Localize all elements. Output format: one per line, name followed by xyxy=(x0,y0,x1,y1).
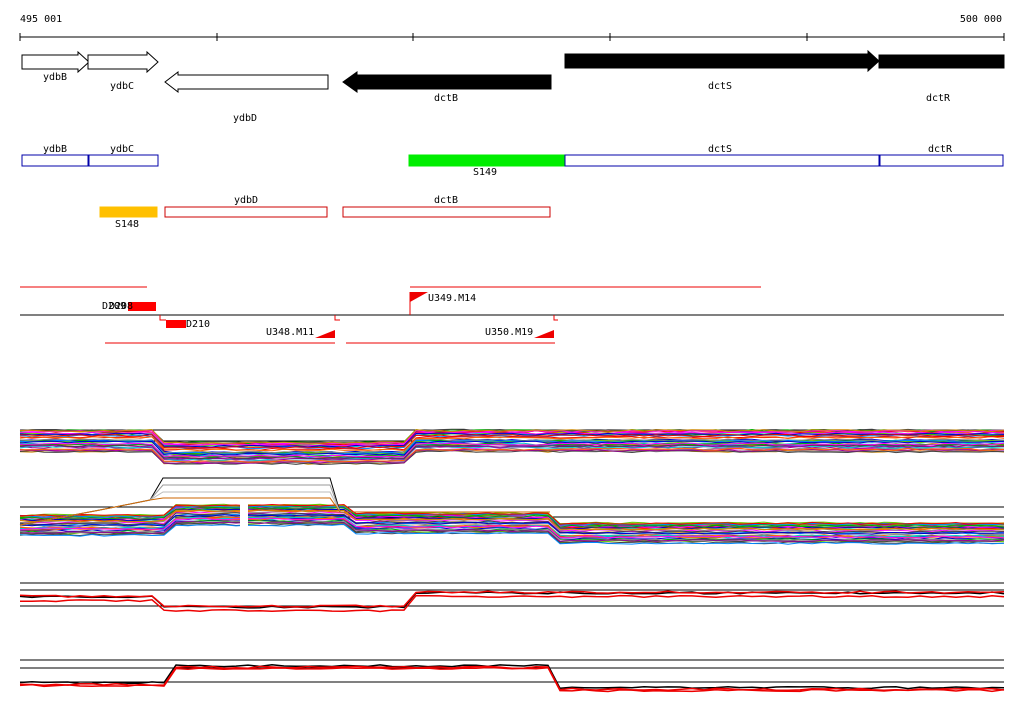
trace xyxy=(19,440,1005,456)
expression-traces xyxy=(19,428,1005,693)
gene-label: ydbC xyxy=(110,81,134,92)
trace xyxy=(19,514,1005,535)
feature-label: U350.M19 xyxy=(485,327,533,338)
trace xyxy=(19,431,1005,447)
trace xyxy=(19,439,1005,455)
trace xyxy=(19,513,1005,535)
trace xyxy=(19,447,1005,463)
feature-track xyxy=(20,286,1004,344)
ruler xyxy=(19,33,1005,41)
unit-label: S149 xyxy=(473,167,497,178)
gene-label: ydbD xyxy=(233,113,257,124)
trace xyxy=(19,436,1005,452)
unit-label: ydbC xyxy=(110,144,134,155)
trace xyxy=(19,432,1005,448)
unit-track xyxy=(21,154,1004,167)
trace xyxy=(19,594,1005,613)
trace xyxy=(19,590,1005,608)
trace xyxy=(19,429,1005,444)
gene-label: ydbB xyxy=(43,72,67,83)
gene-label: dctR xyxy=(926,93,951,104)
ruler-end: 500 000 xyxy=(960,14,1002,25)
feature-label: D210 xyxy=(186,319,210,330)
trace xyxy=(19,666,1005,693)
feature-label: U348.M11 xyxy=(266,327,314,338)
trace xyxy=(19,450,1005,466)
trace xyxy=(19,497,550,526)
feature-label: D208 xyxy=(109,301,133,312)
trace xyxy=(19,448,1005,464)
trace xyxy=(19,433,1005,449)
gene-label: dctS xyxy=(708,81,732,92)
unit-label: ydbB xyxy=(43,144,67,155)
trace xyxy=(19,663,1005,690)
trace xyxy=(19,503,1005,525)
trace xyxy=(19,523,1005,545)
unit-label: ydbD xyxy=(234,195,258,206)
trace xyxy=(19,509,1005,531)
trace xyxy=(19,505,1005,526)
trace xyxy=(19,445,1005,461)
trace xyxy=(19,521,1005,542)
trace xyxy=(19,442,1005,458)
trace xyxy=(19,444,1005,460)
gene-track xyxy=(21,49,1005,94)
trace xyxy=(19,517,1005,539)
unit-label: dctS xyxy=(708,144,732,155)
trace xyxy=(19,507,1005,528)
unit-label: dctR xyxy=(928,144,953,155)
feature-label: D209 xyxy=(102,301,126,312)
trace xyxy=(19,506,1005,528)
unit-label: S148 xyxy=(115,219,139,230)
unit-label: dctB xyxy=(434,195,458,206)
feature-label: U349.M14 xyxy=(428,293,476,304)
unit-track-reverse xyxy=(99,206,551,218)
ruler-start: 495 001 xyxy=(20,14,62,25)
trace xyxy=(19,523,1005,545)
gene-label: dctB xyxy=(434,93,458,104)
trace xyxy=(240,470,248,540)
